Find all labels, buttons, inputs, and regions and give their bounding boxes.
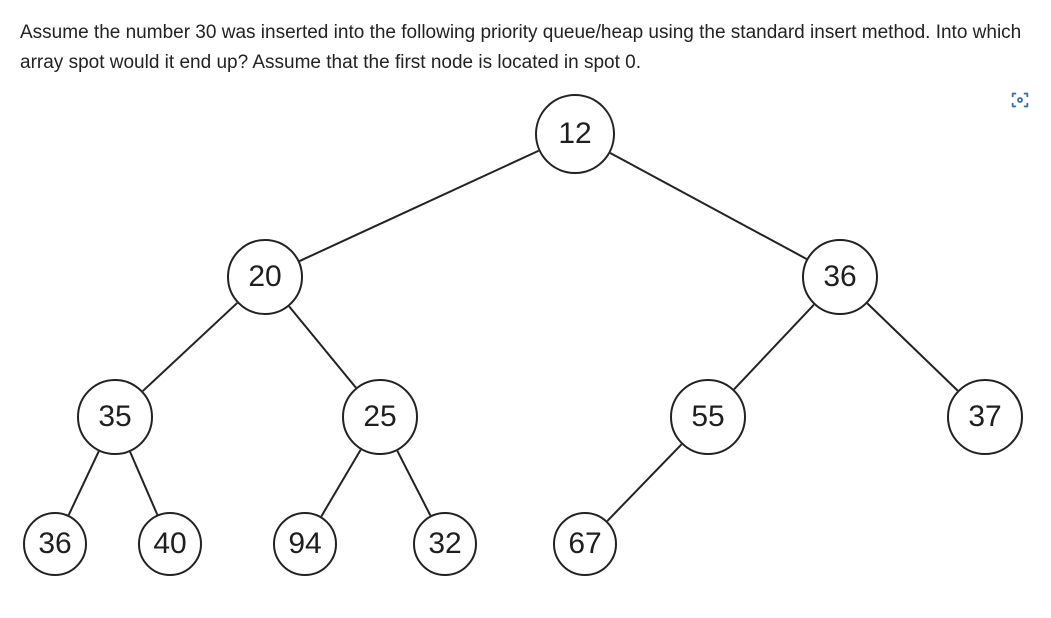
tree-edge xyxy=(607,444,681,521)
tree-edge xyxy=(69,451,99,515)
tree-edge xyxy=(734,304,814,389)
tree-edge xyxy=(289,306,356,387)
tree-edge xyxy=(867,303,957,390)
tree-node: 40 xyxy=(138,512,202,576)
tree-node-label: 20 xyxy=(248,260,281,294)
tree-edge xyxy=(130,452,157,515)
tree-node: 25 xyxy=(342,379,418,455)
tree-node: 36 xyxy=(802,239,878,315)
tree-edge xyxy=(610,153,806,259)
tree-node: 35 xyxy=(77,379,153,455)
tree-node: 67 xyxy=(553,512,617,576)
tree-edge xyxy=(321,450,360,517)
tree-node: 36 xyxy=(23,512,87,576)
tree-node: 12 xyxy=(535,94,615,174)
heap-diagram: 12 20 36 35 25 55 37 36 40 94 32 67 xyxy=(20,89,1031,589)
tree-node: 20 xyxy=(227,239,303,315)
tree-node-label: 32 xyxy=(428,527,461,561)
tree-node-label: 12 xyxy=(558,117,591,151)
tree-edge xyxy=(300,151,539,261)
tree-node-label: 55 xyxy=(691,400,724,434)
tree-edge xyxy=(143,303,237,391)
tree-node-label: 67 xyxy=(568,527,601,561)
tree-edge xyxy=(397,451,430,516)
tree-node: 32 xyxy=(413,512,477,576)
screenshot-icon xyxy=(1009,89,1031,116)
tree-node-label: 36 xyxy=(38,527,71,561)
tree-node: 37 xyxy=(947,379,1023,455)
tree-node-label: 37 xyxy=(968,400,1001,434)
question-text: Assume the number 30 was inserted into t… xyxy=(20,18,1031,79)
tree-node: 94 xyxy=(273,512,337,576)
tree-node-label: 35 xyxy=(98,400,131,434)
tree-node-label: 25 xyxy=(363,400,396,434)
tree-node-label: 94 xyxy=(288,527,321,561)
tree-node-label: 40 xyxy=(153,527,186,561)
tree-node-label: 36 xyxy=(823,260,856,294)
tree-node: 55 xyxy=(670,379,746,455)
